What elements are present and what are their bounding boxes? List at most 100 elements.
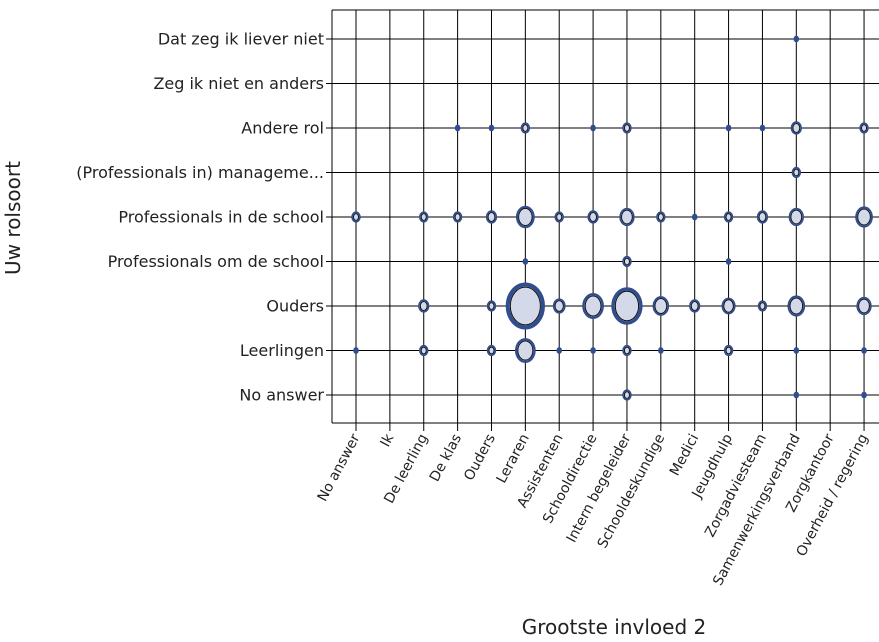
x-tick-label: Medici xyxy=(667,431,702,478)
x-tick-label: De klas xyxy=(427,431,465,484)
bubble-mark xyxy=(787,295,806,317)
bubble xyxy=(488,124,495,132)
y-tick-label: Professionals in de school xyxy=(118,208,324,227)
bubble-inner-ring xyxy=(793,168,800,177)
bubble xyxy=(520,122,531,134)
bubble-inner-ring xyxy=(690,301,699,311)
y-tick-label: Ouders xyxy=(266,297,324,316)
bubble-mark xyxy=(721,297,736,315)
bubble-mark xyxy=(590,347,596,354)
bubble xyxy=(721,297,736,315)
bubble-mark xyxy=(488,124,495,132)
bubble-inner-ring xyxy=(517,340,534,361)
bubble-inner-ring xyxy=(725,213,732,221)
bubble-inner-ring xyxy=(487,212,496,222)
bubble-mark xyxy=(590,124,596,132)
bubble-inner-ring xyxy=(623,124,631,132)
bubble-inner-ring xyxy=(522,124,529,132)
bubble-mark xyxy=(505,282,545,330)
bubble-inner-ring xyxy=(723,299,734,313)
bubble-mark xyxy=(522,258,529,265)
bubble-inner-ring xyxy=(623,391,631,399)
bubble-inner-ring xyxy=(861,124,868,132)
x-tick-label: No answer xyxy=(315,431,364,504)
bubble xyxy=(723,344,734,357)
y-tick-label: Dat zeg ik liever niet xyxy=(158,30,324,49)
bubble xyxy=(622,122,632,134)
bubble-inner-ring xyxy=(518,207,533,227)
bubble-mark xyxy=(556,347,563,354)
bubble xyxy=(611,287,643,325)
bubble xyxy=(582,293,604,319)
bubble xyxy=(788,207,804,227)
bubble-mark xyxy=(515,205,535,229)
bubble xyxy=(622,344,632,357)
bubble xyxy=(486,300,497,312)
bubble-inner-ring xyxy=(725,346,732,355)
bubble xyxy=(757,300,768,312)
bubble-mark xyxy=(793,391,800,399)
x-axis-title: Grootste invloed 2 xyxy=(522,615,706,639)
bubble xyxy=(522,258,529,265)
bubble-inner-ring xyxy=(758,212,767,222)
bubble-inner-ring xyxy=(420,346,427,355)
bubble-inner-ring xyxy=(584,295,602,317)
bubble xyxy=(590,124,596,132)
bubble xyxy=(787,295,806,317)
bubble xyxy=(793,391,800,399)
bubble xyxy=(855,206,873,228)
bubble-mark xyxy=(652,296,670,316)
bubble-mark xyxy=(514,338,536,363)
bubble-inner-ring xyxy=(654,298,668,314)
bubble-mark xyxy=(793,347,800,354)
bubble-mark xyxy=(788,207,804,227)
bubble-inner-ring xyxy=(420,213,427,221)
bubble-inner-ring xyxy=(488,302,495,310)
bubble-mark xyxy=(725,258,732,265)
bubble-inner-ring xyxy=(759,302,766,310)
bubble-mark xyxy=(759,124,766,132)
bubble xyxy=(689,299,701,313)
bubble-mark xyxy=(691,213,698,221)
bubble xyxy=(790,121,802,135)
bubble-inner-ring xyxy=(614,290,640,322)
bubble xyxy=(554,211,564,223)
y-tick-label: Andere rol xyxy=(241,119,324,138)
bubble xyxy=(418,344,429,357)
bubble xyxy=(556,347,563,354)
bubble xyxy=(658,347,664,354)
bubble-mark xyxy=(856,296,872,316)
x-tick-label: Ik xyxy=(378,431,398,450)
bubble xyxy=(756,210,769,224)
bubble xyxy=(791,166,802,179)
bubble xyxy=(418,299,430,313)
bubble xyxy=(723,211,734,223)
bubble-mark xyxy=(582,293,604,319)
bubble-mark xyxy=(861,347,867,354)
bubble xyxy=(691,213,698,221)
y-axis-title: Uw rolsoort xyxy=(1,161,25,275)
bubble-mark xyxy=(793,35,800,43)
bubble-mark xyxy=(611,287,643,325)
bubble-inner-ring xyxy=(419,301,428,311)
bubble-inner-ring xyxy=(623,346,631,355)
bubble xyxy=(514,338,536,363)
bubble xyxy=(622,255,632,268)
bubble-mark xyxy=(454,124,461,132)
bubbles xyxy=(351,35,873,401)
bubble-inner-ring xyxy=(621,209,633,225)
bubble xyxy=(861,391,867,399)
y-tick-label: (Professionals in) manageme... xyxy=(76,163,324,182)
bubble xyxy=(485,210,498,224)
bubble xyxy=(619,207,635,227)
bubble-mark xyxy=(861,391,867,399)
bubble xyxy=(759,124,766,132)
y-tick-label: Professionals om de school xyxy=(108,252,324,271)
y-tick-label: Leerlingen xyxy=(240,341,324,360)
bubble-mark xyxy=(725,124,732,132)
bubble xyxy=(587,210,599,224)
bubble-inner-ring xyxy=(858,298,870,314)
y-tick-labels: Dat zeg ik liever niet Zeg ik niet en and… xyxy=(76,30,324,405)
